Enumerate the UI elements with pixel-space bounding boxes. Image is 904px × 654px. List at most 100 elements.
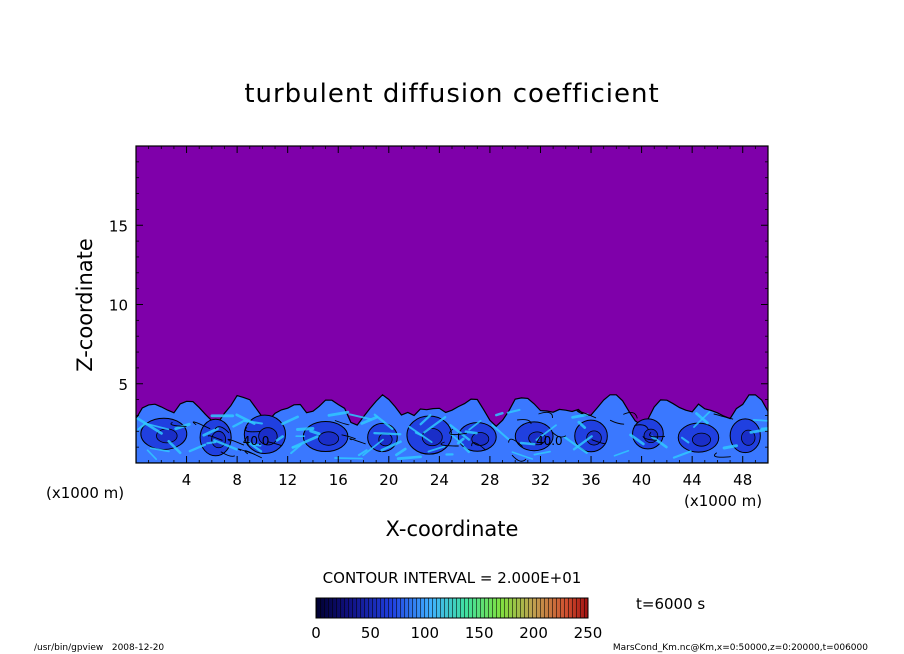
turbulence-streak: [672, 450, 692, 459]
y-axis-title: Z-coordinate: [73, 238, 97, 372]
colorbar-tick-label-100: 100: [410, 624, 439, 642]
contour-line: [551, 431, 567, 438]
contour-line: [440, 441, 459, 447]
turbulence-streak: [419, 414, 432, 426]
footer-left: /usr/bin/gpview 2008-12-20: [34, 643, 164, 653]
turbulence-streak: [572, 435, 593, 451]
contour-label-0: 40.0: [243, 434, 270, 448]
turbulence-streak: [752, 419, 768, 422]
turbulence-streak: [519, 441, 536, 446]
turbulence-streak: [468, 419, 482, 431]
x-tick-label-40: 40: [632, 471, 651, 489]
x-axis-ticks: 4 8 12 16 20 24 28 32 36 40 44 48: [148, 146, 756, 489]
y-axis-ticks: 5 10 15: [109, 161, 768, 448]
turbulence-streak: [464, 430, 478, 435]
y-tick-label-10: 10: [109, 297, 128, 315]
turbulence-streak: [348, 413, 372, 421]
contour-line: [207, 435, 223, 441]
turbulence-streak: [760, 427, 768, 430]
turbulence-streak: [680, 436, 690, 444]
turbulence-streak: [242, 419, 263, 425]
turbulence-streak: [362, 438, 384, 457]
turbulence-streak: [188, 443, 207, 453]
contour-line: [609, 419, 625, 425]
contour-line: [267, 441, 283, 447]
contour-line: [170, 421, 187, 427]
x-tick-label-16: 16: [329, 471, 348, 489]
turbulence-streak: [693, 411, 711, 428]
colorbar-stripes: [316, 598, 588, 618]
turbulence-streak: [650, 435, 668, 449]
turbulence-streak: [327, 410, 350, 417]
contour-line: [649, 431, 666, 438]
contour-line: [245, 426, 261, 433]
turbulence-streak: [571, 413, 589, 419]
turbulence-streak: [449, 424, 471, 441]
turbulence-streak: [373, 431, 402, 436]
turbulence-streak: [360, 415, 379, 425]
turbulence-streak: [423, 416, 447, 434]
turbulence-streak: [136, 417, 163, 435]
turbulence-streak: [577, 420, 587, 429]
turbulence-streak: [506, 408, 521, 414]
turbulence-streak: [511, 451, 534, 460]
x-unit-left: (x1000 m): [46, 484, 124, 502]
turbulence-streak: [563, 435, 588, 454]
turbulence-streak: [427, 445, 446, 453]
turbulence-streak: [232, 420, 244, 428]
turbulence-streak: [491, 424, 510, 441]
contour-line: [220, 451, 236, 457]
colorbar-tick-label-150: 150: [465, 624, 494, 642]
turbulence-streak: [202, 427, 219, 437]
contour-line: [517, 419, 532, 425]
turbulence-streak: [206, 441, 217, 445]
turbulence-streak: [167, 440, 182, 455]
y-tick-label-15: 15: [109, 217, 128, 235]
contour-line: [349, 438, 366, 445]
turbulence-streak: [357, 449, 368, 457]
turbulence-streak: [613, 449, 630, 457]
x-tick-label-24: 24: [430, 471, 449, 489]
contour-labels: 40.0 40.0: [243, 434, 563, 448]
contour-line: [714, 452, 731, 458]
colorbar-frame: [315, 597, 589, 619]
turbulence-streak: [396, 455, 422, 460]
time-label: t=6000 s: [636, 595, 705, 613]
turbulence-streak: [296, 427, 315, 431]
contour-label-1: 40.0: [536, 434, 563, 448]
turbulence-streak: [395, 447, 407, 457]
x-tick-label-36: 36: [581, 471, 600, 489]
colorbar-tick-label-50: 50: [361, 624, 380, 642]
contour-line: [334, 420, 350, 426]
turbulence-streak: [281, 415, 299, 426]
x-tick-label-12: 12: [278, 471, 297, 489]
turbulence-streak: [629, 433, 645, 446]
contour-line: [341, 434, 356, 440]
x-tick-label-28: 28: [480, 471, 499, 489]
turbulence-streak: [533, 450, 551, 456]
turbulence-streak: [291, 435, 319, 449]
turbulence-streak: [449, 432, 465, 446]
turbulence-streak: [334, 457, 363, 460]
turbulence-streak: [495, 411, 504, 417]
x-tick-label-4: 4: [182, 471, 192, 489]
x-tick-label-32: 32: [531, 471, 550, 489]
x-tick-label-20: 20: [379, 471, 398, 489]
contour-interval: CONTOUR INTERVAL = 2.000E+01: [323, 569, 582, 587]
x-tick-label-8: 8: [232, 471, 242, 489]
turbulence-streak: [414, 431, 423, 437]
colorbar-tick-label-0: 0: [311, 624, 321, 642]
chart-title: turbulent diffusion coefficient: [244, 79, 659, 109]
turbulence-streak: [722, 444, 738, 450]
contour-line: [227, 438, 245, 446]
colorbar-ticks: 0 50 100 150 200 250: [311, 624, 602, 642]
contour-line: [244, 450, 263, 459]
contour-line: [511, 454, 527, 462]
x-unit-right: (x1000 m): [684, 492, 762, 510]
contour-line: [538, 411, 553, 419]
turbulence-streak: [213, 439, 238, 451]
contour-line: [576, 410, 597, 419]
contour-line: [192, 421, 211, 430]
eddy-core-5: [421, 428, 443, 447]
